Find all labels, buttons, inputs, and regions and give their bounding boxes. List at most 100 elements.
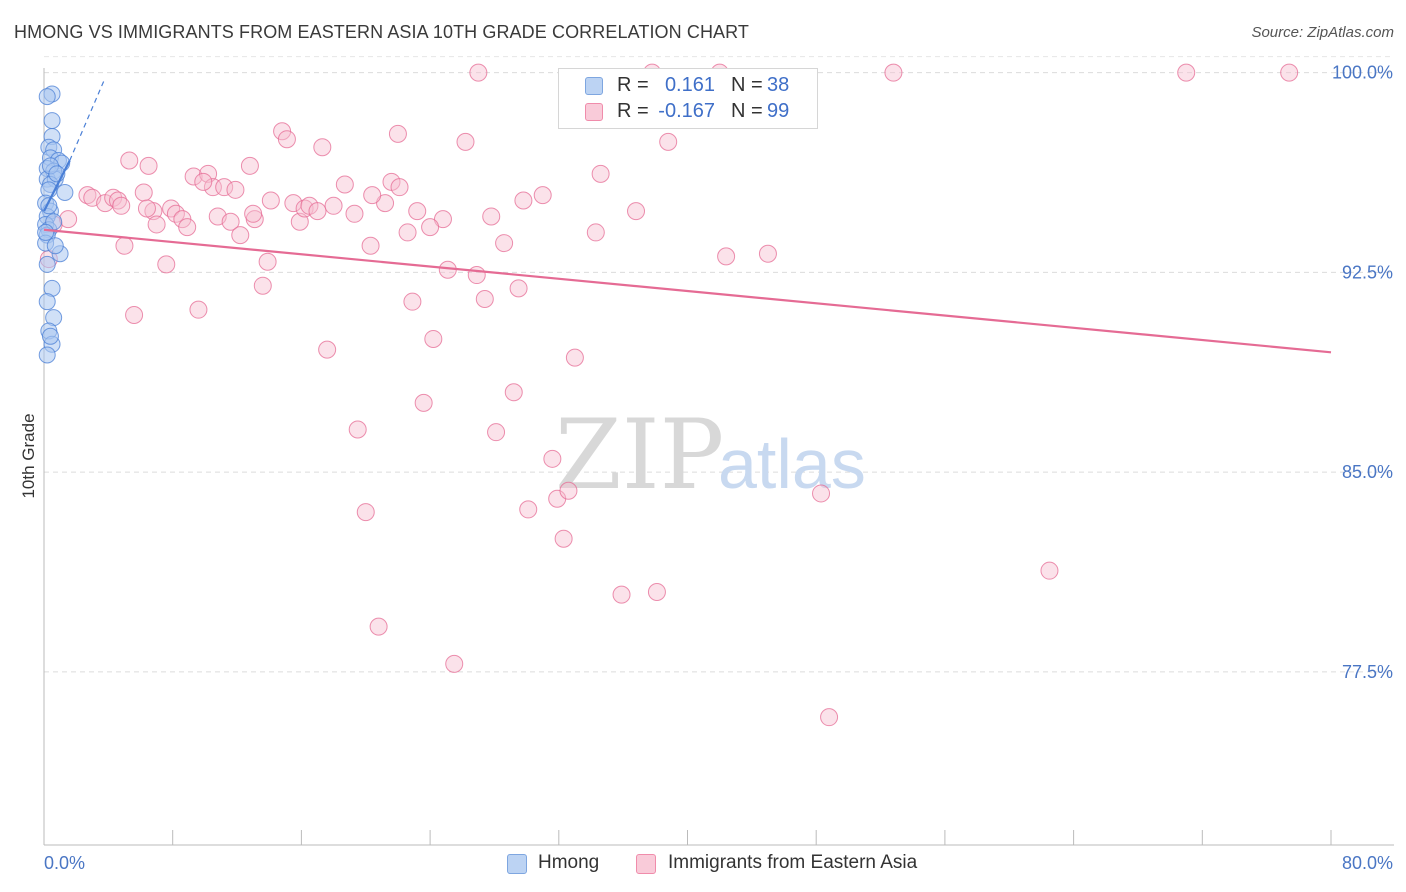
immigrants-point bbox=[1280, 63, 1299, 82]
immigrants-point bbox=[421, 218, 440, 237]
hmong-point bbox=[43, 112, 61, 130]
immigrants-point bbox=[559, 481, 578, 500]
immigrants-point bbox=[215, 178, 234, 197]
watermark-atlas: atlas bbox=[718, 425, 866, 503]
immigrants-point bbox=[414, 393, 433, 412]
immigrants-point bbox=[109, 191, 128, 210]
hmong-trend-extension bbox=[69, 77, 106, 161]
watermark-zip: ZIP bbox=[555, 399, 724, 511]
immigrants-point bbox=[390, 178, 409, 197]
trend-lines bbox=[43, 77, 1332, 354]
immigrants-point bbox=[514, 191, 533, 210]
immigrants-point bbox=[308, 202, 327, 221]
immigrants-point bbox=[137, 199, 156, 218]
immigrants-point bbox=[231, 226, 250, 245]
series-legend: Hmong Immigrants from Eastern Asia bbox=[0, 852, 1406, 878]
immigrants-point bbox=[812, 484, 831, 503]
immigrants-point bbox=[627, 202, 646, 221]
immigrants-point bbox=[115, 236, 134, 255]
hmong-point bbox=[41, 327, 59, 345]
immigrants-point bbox=[554, 529, 573, 548]
immigrants-point bbox=[348, 420, 367, 439]
immigrants-point bbox=[189, 300, 208, 319]
hmong-point bbox=[37, 223, 55, 241]
source-credit: Source: ZipAtlas.com bbox=[1251, 24, 1394, 41]
immigrants-point bbox=[504, 383, 523, 402]
legend-n-value-immigrants: 99 bbox=[767, 100, 790, 122]
immigrants-point bbox=[194, 172, 213, 191]
immigrants-point bbox=[469, 63, 488, 82]
hmong-point bbox=[38, 255, 56, 273]
immigrants-point bbox=[134, 183, 153, 202]
hmong-point bbox=[56, 183, 74, 201]
legend-label-immigrants[interactable]: Immigrants from Eastern Asia bbox=[668, 852, 918, 873]
immigrants-point bbox=[467, 266, 486, 285]
immigrants-point bbox=[717, 247, 736, 266]
immigrants-point bbox=[475, 290, 494, 309]
immigrants-point bbox=[495, 234, 514, 253]
legend-label-hmong[interactable]: Hmong bbox=[538, 852, 600, 873]
immigrants-trend-line bbox=[43, 228, 1332, 354]
immigrants-point bbox=[482, 207, 501, 226]
y-tick-label: 100.0% bbox=[1332, 63, 1393, 83]
immigrants-point bbox=[369, 617, 388, 636]
immigrants-point bbox=[884, 63, 903, 82]
immigrants-point bbox=[253, 276, 272, 295]
immigrants-point bbox=[565, 348, 584, 367]
legend-n-label: N = bbox=[731, 100, 763, 122]
immigrants-point bbox=[509, 279, 528, 298]
series-hmong-points bbox=[37, 85, 74, 364]
immigrants-point bbox=[139, 156, 158, 175]
legend-r-label: R = bbox=[617, 100, 649, 122]
stats-legend: R = 0.161 N = 38 R = -0.167 N = 99 bbox=[558, 68, 818, 129]
immigrants-point bbox=[363, 186, 382, 205]
immigrants-point bbox=[403, 292, 422, 311]
series-immigrants-points bbox=[39, 63, 1299, 727]
immigrants-point bbox=[221, 212, 240, 231]
immigrants-point bbox=[345, 204, 364, 223]
immigrants-point bbox=[408, 202, 427, 221]
x-tick-label-min: 0.0% bbox=[44, 853, 85, 873]
legend-swatch-immigrants bbox=[636, 854, 656, 874]
y-tick-label: 85.0% bbox=[1342, 462, 1393, 482]
legend-n-value-hmong: 38 bbox=[767, 74, 790, 96]
hmong-point bbox=[38, 293, 56, 311]
immigrants-point bbox=[112, 196, 131, 215]
immigrants-point bbox=[335, 175, 354, 194]
immigrants-point bbox=[318, 340, 337, 359]
y-tick-label: 77.5% bbox=[1342, 662, 1393, 682]
immigrants-point bbox=[487, 423, 506, 442]
immigrants-point bbox=[258, 252, 277, 271]
immigrants-point bbox=[313, 138, 332, 157]
immigrants-point bbox=[591, 164, 610, 183]
y-axis-label: 10th Grade bbox=[19, 413, 38, 498]
grid-lines bbox=[44, 56, 1394, 673]
hmong-trend-line bbox=[43, 160, 71, 212]
immigrants-point bbox=[261, 191, 280, 210]
y-tick-label: 92.5% bbox=[1342, 262, 1393, 282]
hmong-point bbox=[38, 346, 56, 364]
immigrants-point bbox=[612, 585, 631, 604]
immigrants-point bbox=[659, 132, 678, 151]
immigrants-point bbox=[277, 130, 296, 149]
immigrants-point bbox=[147, 215, 166, 234]
immigrants-point bbox=[456, 132, 475, 151]
legend-r-value-immigrants: -0.167 bbox=[658, 100, 715, 122]
y-tick-labels: 100.0% 92.5% 85.0% 77.5% bbox=[1332, 63, 1393, 682]
hmong-point bbox=[46, 237, 64, 255]
immigrants-point bbox=[125, 305, 144, 324]
legend-swatch-hmong bbox=[507, 854, 527, 874]
immigrants-point bbox=[184, 167, 203, 186]
legend-r-label: R = bbox=[617, 74, 649, 96]
immigrants-point bbox=[120, 151, 139, 170]
legend-swatch-immigrants bbox=[585, 103, 603, 121]
immigrants-point bbox=[1040, 561, 1059, 580]
legend-swatch-hmong bbox=[585, 77, 603, 95]
immigrants-point bbox=[424, 329, 443, 348]
immigrants-point bbox=[324, 196, 343, 215]
immigrants-point bbox=[820, 708, 839, 727]
immigrants-point bbox=[376, 194, 395, 213]
immigrants-point bbox=[178, 218, 197, 237]
immigrants-point bbox=[758, 244, 777, 263]
